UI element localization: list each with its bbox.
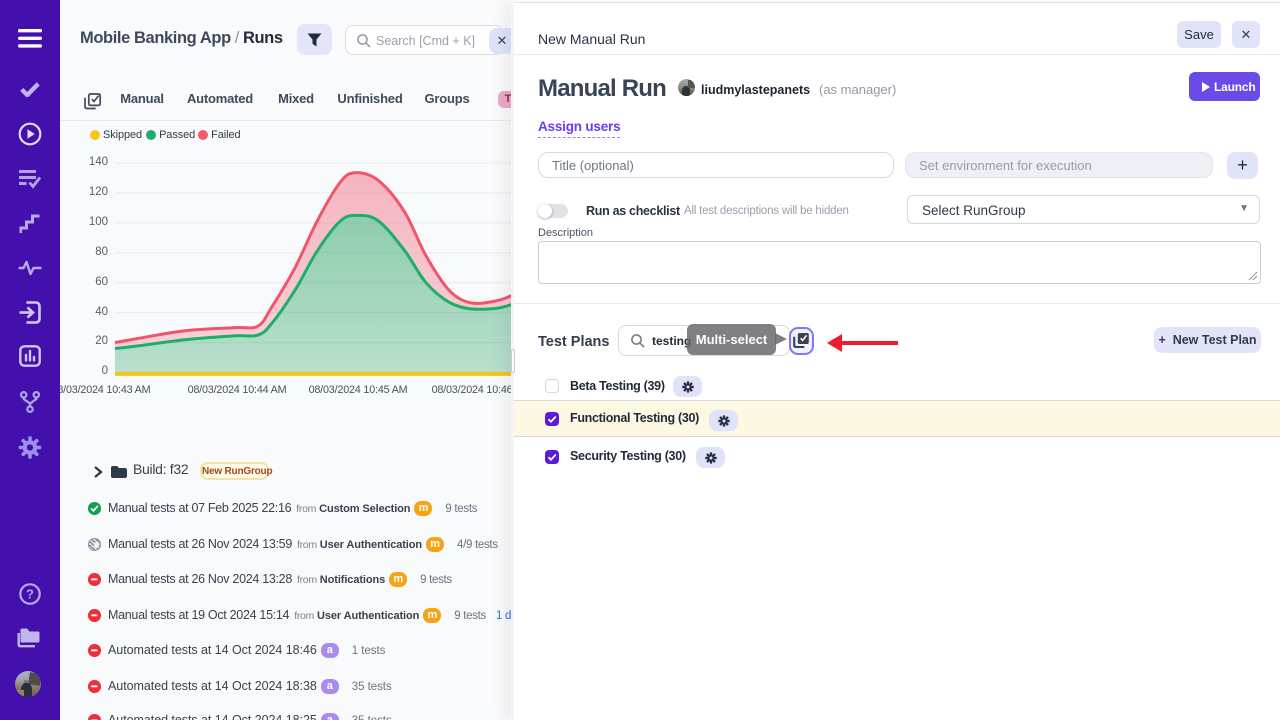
svg-text:?: ? [26, 587, 34, 602]
